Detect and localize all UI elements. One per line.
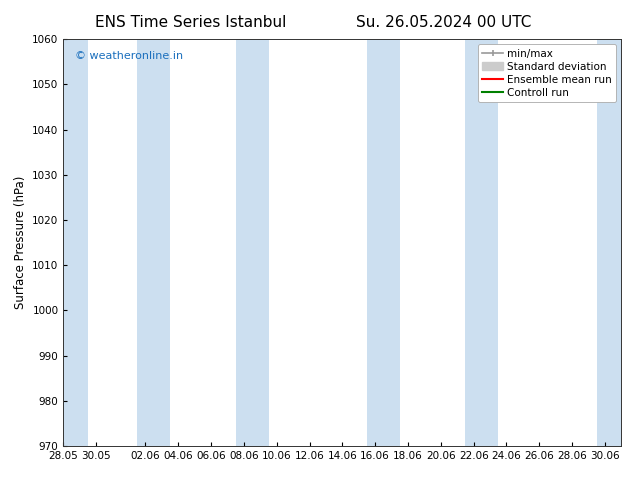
Bar [465,39,498,446]
Bar [236,39,269,446]
Y-axis label: Surface Pressure (hPa): Surface Pressure (hPa) [14,176,27,309]
Bar [63,39,88,446]
Bar [367,39,400,446]
Text: Su. 26.05.2024 00 UTC: Su. 26.05.2024 00 UTC [356,15,531,30]
Text: ENS Time Series Istanbul: ENS Time Series Istanbul [94,15,286,30]
Bar [137,39,170,446]
Text: © weatheronline.in: © weatheronline.in [75,51,183,61]
Legend: min/max, Standard deviation, Ensemble mean run, Controll run: min/max, Standard deviation, Ensemble me… [478,45,616,102]
Bar [597,39,621,446]
